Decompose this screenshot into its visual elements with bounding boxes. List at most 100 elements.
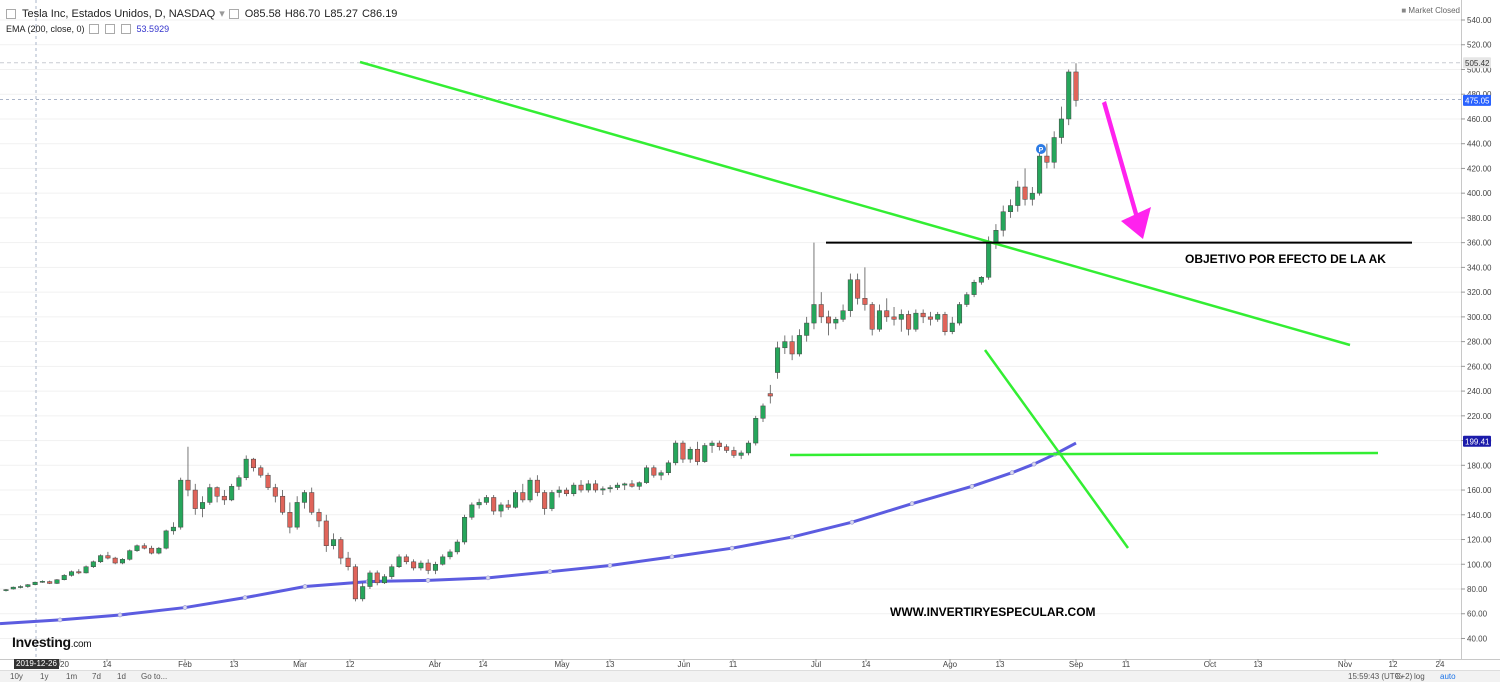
candle [250,457,256,472]
candle-body [61,575,67,580]
candle [1029,186,1035,206]
candle-body [753,418,759,444]
candle-body [906,314,912,330]
candle-body [338,539,344,559]
candle [534,475,540,497]
range-7d-button[interactable]: 7d [92,672,101,681]
price-badge [1463,94,1491,106]
candle-body [134,545,140,551]
candle [214,486,220,503]
candle-body [585,483,591,491]
candle [716,440,722,451]
price-tick-label: 500.00 [1467,65,1492,74]
candle [600,486,606,495]
price-tick-label: 540.00 [1467,16,1492,25]
time-tick-label: 24 [1436,660,1445,669]
candle-body [789,341,795,355]
time-tick-label: Jun [678,660,691,669]
candle [287,502,293,534]
candle [811,242,817,330]
candle-body [796,335,802,355]
candle-body [39,581,45,583]
range-1d-button[interactable]: 1d [117,672,126,681]
candle [352,564,358,602]
log-toggle[interactable]: log [1414,672,1425,681]
ema-marker [547,569,553,574]
candle-body [709,442,715,446]
ema-marker [669,554,675,560]
goto-button[interactable]: Go to... [141,672,168,681]
legend-title: Tesla Inc, Estados Unidos, D, NASDAQ [22,7,216,20]
investing-logo: Investing.com [12,634,92,650]
candle [542,490,548,515]
candle-body [323,520,329,546]
price-tick-label: 300.00 [1467,313,1492,322]
candle [447,549,453,560]
ema-marker [909,501,915,506]
candle [775,341,781,379]
candle-body [745,442,751,454]
candle-body [622,483,628,486]
candle [32,581,38,586]
candle-body [767,393,773,397]
trendline [983,349,1130,549]
candle-body [636,482,642,487]
candle [440,554,446,566]
time-tick-label: Jul [811,660,821,669]
price-axis-bg [1461,0,1500,670]
ema-settings-icon[interactable] [104,23,115,34]
ema-marker [242,595,248,600]
price-tick-label: 100.00 [1467,560,1492,569]
price-tick-label: 180.00 [1467,461,1492,470]
dropdown-icon[interactable]: ▾ [219,8,225,20]
range-1y-button[interactable]: 1y [40,672,49,681]
candle [687,446,693,463]
range-10y-button[interactable]: 10y [10,672,23,681]
time-tick-label: Feb [178,660,192,669]
candle-body [971,281,977,295]
candle-body [47,581,53,584]
candle [491,494,497,515]
candle [3,589,9,592]
candle-body [98,555,104,563]
status-dot-icon: ■ [1401,6,1407,15]
candle-body [782,341,788,349]
market-status-label: Market Closed [1408,6,1460,15]
ema-close-icon[interactable] [120,23,131,34]
time-tick-label: Ago [943,660,958,669]
ema-value: 53.5929 [136,23,170,34]
settings-icon[interactable] [228,8,239,19]
candle [607,485,613,493]
candle-body [141,545,147,549]
candle [847,273,853,317]
ema-marker [1009,470,1015,476]
candle-body [549,492,555,509]
candle-body [476,502,482,506]
candlestick-series [3,63,1079,602]
candle-body [265,474,271,488]
candle-body [957,304,963,324]
candle-body [833,319,839,324]
candle [396,554,402,568]
time-tick-label: 2020 [51,660,69,669]
candle [389,564,395,580]
candle [585,480,591,493]
candle [425,559,431,575]
candle-body [1066,71,1072,120]
time-axis[interactable]: 2020 14 Feb 13 Mar 12 Abr 14 May 13 Jun 11 Jul 14 Ago 1… [0,659,1500,670]
range-1m-button[interactable]: 1m [66,672,78,681]
auto-toggle[interactable]: auto [1440,672,1456,681]
candle-body [1073,71,1079,101]
candle [119,558,125,565]
candle-body [1058,118,1064,138]
percent-toggle[interactable]: % [1395,672,1403,681]
ema-visibility-icon[interactable] [88,23,99,34]
candle [54,579,60,585]
candle-body [876,310,882,330]
candle [789,335,795,361]
collapse-icon[interactable] [6,8,16,19]
candle-body [272,487,278,497]
price-axis[interactable]: 40.00 60.00 80.00 100.00 120.00 140.00 160.00 1… [1461,0,1500,670]
candle [469,502,475,520]
